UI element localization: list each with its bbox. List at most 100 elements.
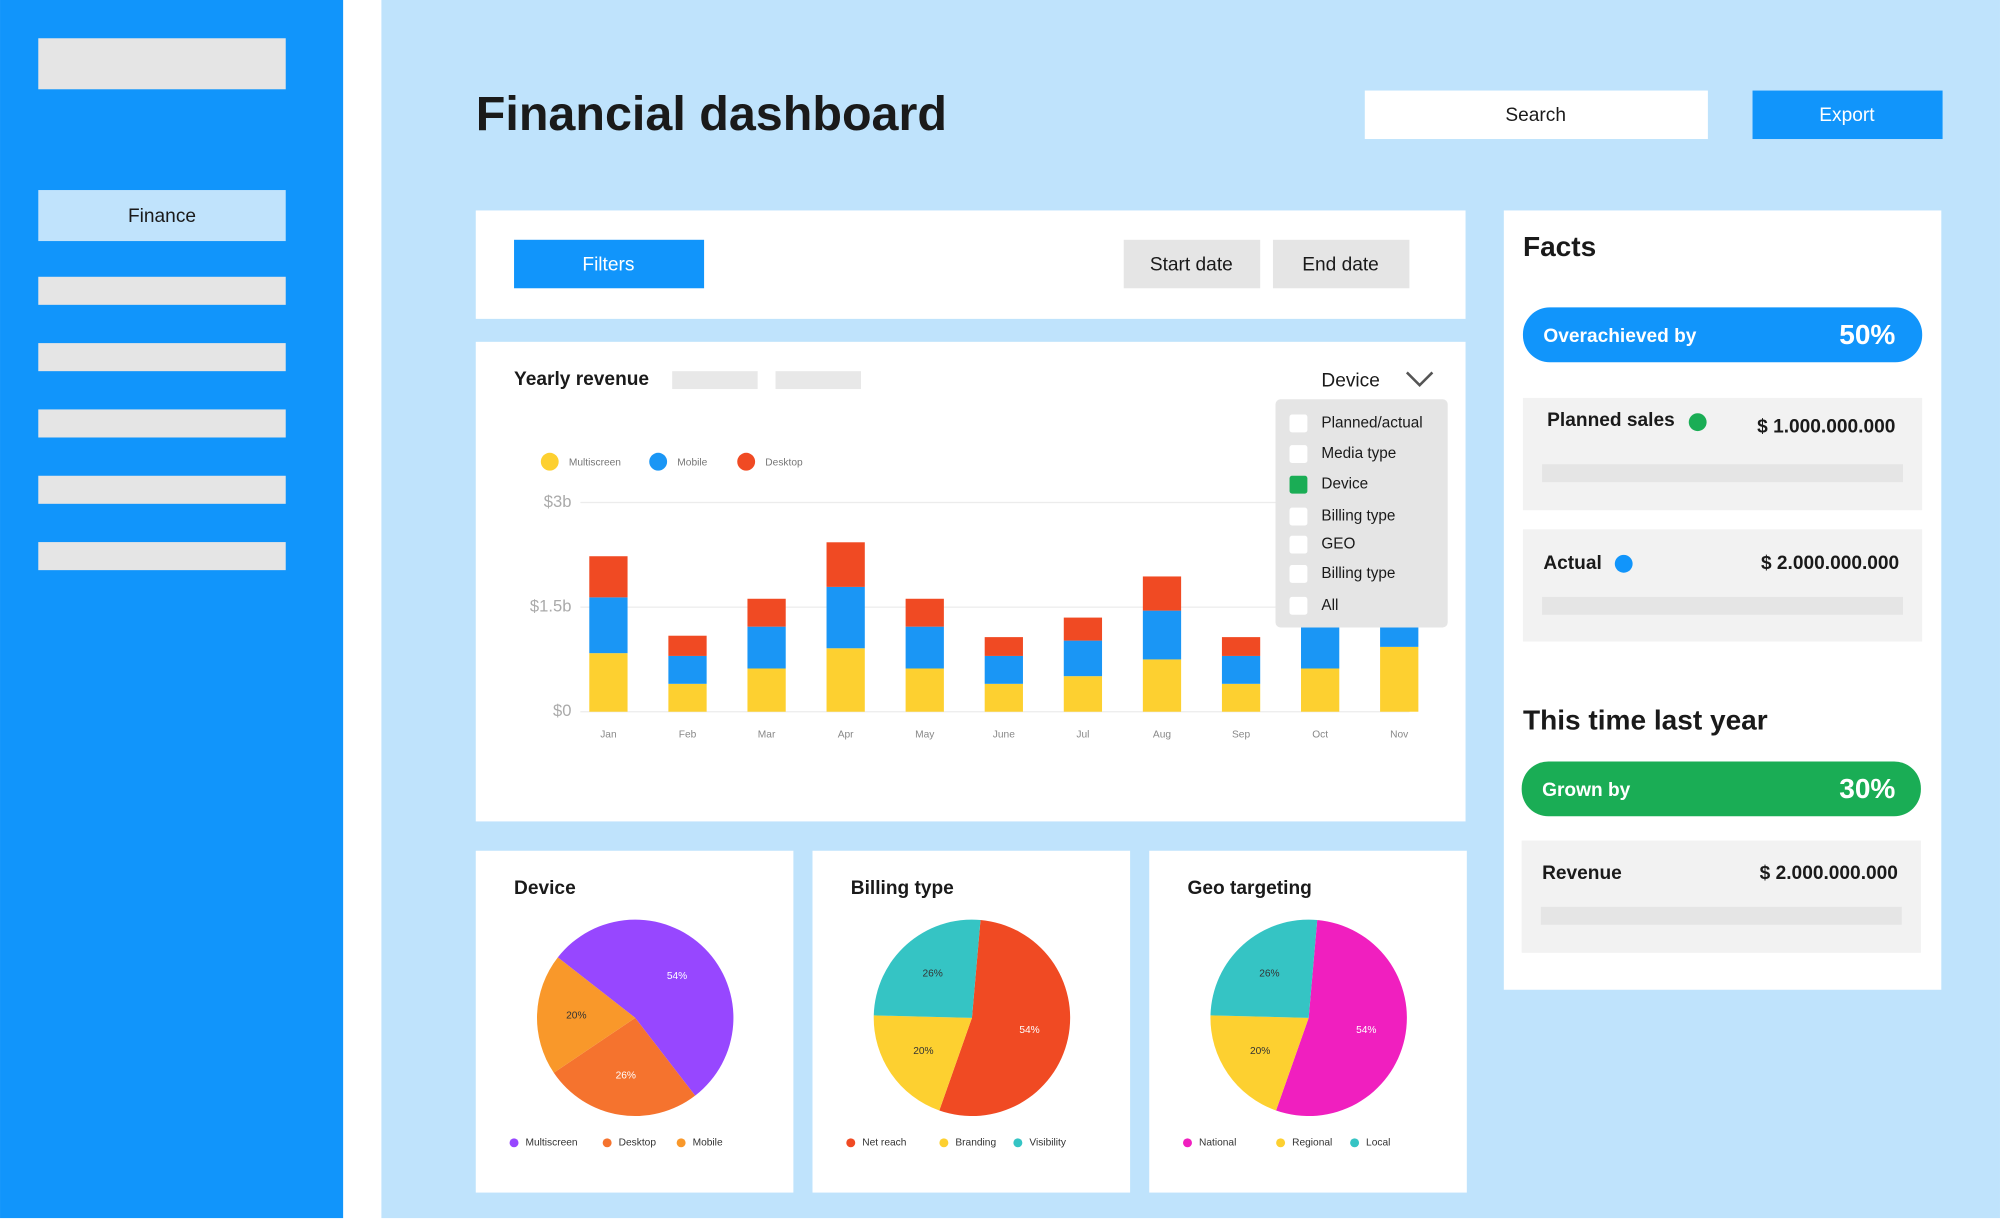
bar-segment [984,637,1023,656]
legend-swatch [846,1138,856,1148]
fact-box [1522,529,1923,642]
search-label[interactable]: Search [1505,105,1566,126]
legend-label: Net reach [862,1138,906,1149]
legend-label: Multiscreen [526,1138,578,1149]
bar-segment [1142,610,1182,660]
option-label[interactable]: Billing type [1321,565,1395,582]
bar-segment [905,626,944,669]
grown-pill [1521,761,1921,817]
pill-label: Overachieved by [1543,326,1696,347]
pie-slice [553,1017,696,1117]
checkbox[interactable] [1289,535,1308,554]
start-date-button[interactable] [1123,239,1261,289]
bar-segment [589,556,628,598]
fact-value: $ 2.000.000.000 [1761,553,1899,574]
x-tick-label: Feb [679,729,697,740]
checkbox[interactable] [1289,445,1308,464]
slice-label: 26% [616,1071,636,1082]
filters-button[interactable] [514,239,705,289]
bar-segment [984,655,1023,684]
filters-label[interactable]: Filters [582,254,634,275]
bar-segment [905,668,944,712]
bar-segment [1142,659,1182,712]
export-button[interactable] [1752,90,1943,140]
slice-label: 54% [667,971,687,982]
checkbox[interactable] [1289,414,1308,433]
x-tick-label: Aug [1153,729,1171,740]
pie-slice [873,919,981,1018]
legend-swatch [649,452,668,471]
nav-item[interactable] [38,343,286,372]
bar-segment [1301,668,1340,712]
bar-segment [1380,646,1419,712]
pie-title: Device [514,878,576,899]
nav-item[interactable] [38,409,286,438]
legend-label: Desktop [619,1138,657,1149]
dropdown-label[interactable]: Device [1321,370,1379,391]
search-box[interactable] [1364,90,1708,140]
status-dot [1688,413,1707,432]
slice-label: 54% [1019,1025,1039,1036]
checkbox[interactable] [1289,475,1308,494]
bar-segment [668,635,707,656]
x-tick-label: Oct [1312,729,1328,740]
end-date-label[interactable]: End date [1302,254,1379,275]
bar-segment [747,668,786,712]
pie-slice [1276,919,1407,1117]
bar-segment [1301,626,1340,669]
legend-label: Local [1366,1138,1390,1149]
fact-value: $ 1.000.000.000 [1757,416,1895,437]
checkbox[interactable] [1289,507,1308,526]
legend-label: Multiscreen [569,458,621,469]
pill-label: Grown by [1542,780,1631,801]
slice-label: 20% [913,1046,933,1057]
dropdown-chevron[interactable] [1405,371,1434,387]
pie-charts: Device 54% Multiscreen 26% Desktop 20% Mobile B… [509,878,1407,1149]
x-tick-label: Mar [758,729,776,740]
start-date-label[interactable]: Start date [1150,254,1233,275]
placeholder [1540,906,1902,925]
nav-item[interactable] [38,190,286,242]
legend-label: National [1199,1138,1236,1149]
nav-item[interactable] [38,542,286,571]
fact-label: Revenue [1542,863,1622,884]
legend-label: Mobile [693,1138,723,1149]
option-label[interactable]: All [1321,597,1338,614]
end-date-button[interactable] [1272,239,1410,289]
option-label[interactable]: Billing type [1321,508,1395,525]
legend-label: Regional [1292,1138,1332,1149]
status-dot [1614,554,1633,573]
bar-segment [747,598,786,627]
export-label[interactable]: Export [1819,105,1875,126]
slice-label: 54% [1356,1025,1376,1036]
pie-slice [873,1015,972,1111]
x-tick-label: Apr [838,729,854,740]
x-tick-label: Jul [1076,729,1089,740]
bar-segment [826,648,865,712]
bar-segment [905,598,944,627]
bar-segment [668,683,707,712]
option-label[interactable]: Planned/actual [1321,415,1422,432]
slice-label: 26% [1259,969,1279,980]
legend-swatch [602,1138,612,1148]
nav-item[interactable] [38,475,286,504]
nav-item[interactable] [38,276,286,305]
x-tick-label: Sep [1232,729,1250,740]
bar-segment [1142,576,1182,611]
bar-segment [1221,637,1261,656]
fact-box [1521,840,1921,953]
option-label[interactable]: Media type [1321,445,1396,462]
bar-segment [1221,655,1261,684]
pie-title: Billing type [851,878,954,899]
y-tick-label: $0 [553,701,571,720]
option-label[interactable]: Device [1321,476,1368,493]
nav-label[interactable]: Finance [128,206,196,227]
legend-swatch [939,1138,949,1148]
legend-label: Branding [955,1138,996,1149]
legend-swatch [1183,1138,1192,1148]
option-label[interactable]: GEO [1321,536,1355,553]
checkbox[interactable] [1289,565,1308,583]
checkbox[interactable] [1289,596,1308,615]
slice-label: 20% [566,1010,586,1021]
pill-value: 50% [1839,319,1895,350]
